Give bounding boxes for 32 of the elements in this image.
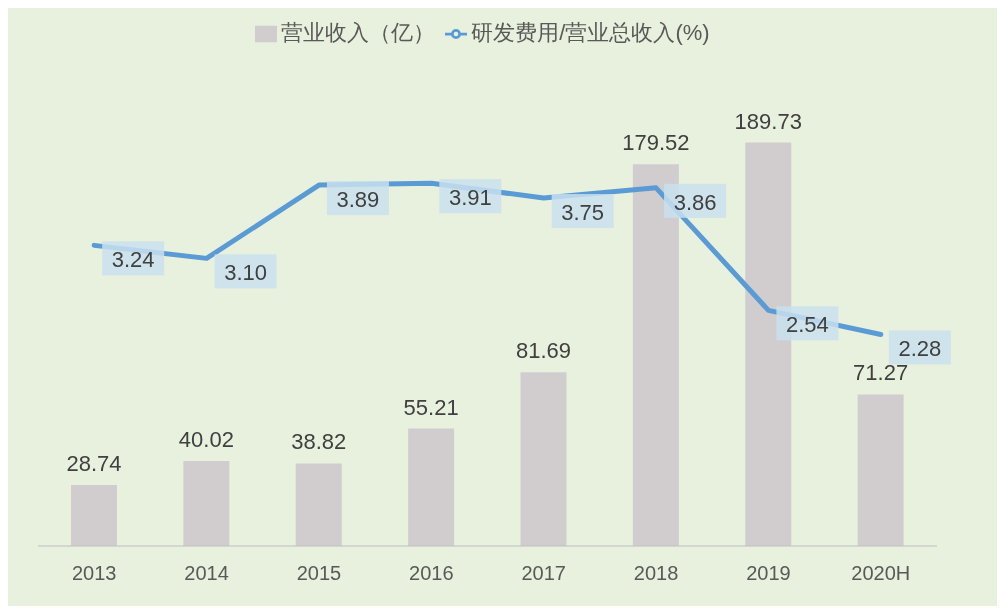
bar	[408, 428, 455, 546]
x-tick-label: 2014	[184, 562, 229, 585]
data-label: 81.69	[515, 338, 572, 364]
bar	[71, 484, 117, 546]
data-label: 3.75	[561, 200, 605, 226]
data-label: 189.73	[734, 108, 802, 134]
data-label: 71.27	[853, 360, 909, 386]
legend-label: 营业收入（亿）	[281, 20, 436, 45]
x-tick-label: 2017	[521, 562, 566, 585]
x-tick-label: 2013	[71, 562, 117, 585]
data-label: 3.91	[448, 185, 492, 211]
data-label: 3.10	[224, 260, 267, 286]
data-label: 28.74	[66, 450, 122, 476]
x-tick-label: 2020H	[851, 562, 911, 585]
data-label: 2.54	[786, 312, 829, 338]
bar	[183, 460, 230, 546]
data-label: 3.86	[673, 189, 717, 215]
bar	[857, 394, 904, 546]
data-label: 3.89	[336, 187, 380, 213]
x-tick-label: 2018	[633, 562, 679, 585]
x-tick-label: 2015	[296, 562, 342, 585]
legend-label: 研发费用/营业总收入(%)	[471, 20, 710, 45]
data-label: 55.21	[403, 394, 459, 420]
data-label: 2.28	[898, 336, 942, 362]
data-label: 40.02	[178, 426, 234, 452]
data-label: 38.82	[291, 429, 347, 455]
data-label: 179.52	[622, 130, 690, 156]
data-label: 3.24	[111, 247, 155, 273]
bar	[295, 463, 342, 546]
bar	[520, 372, 567, 546]
x-tick-label: 2019	[746, 562, 791, 585]
x-tick-label: 2016	[409, 562, 454, 585]
